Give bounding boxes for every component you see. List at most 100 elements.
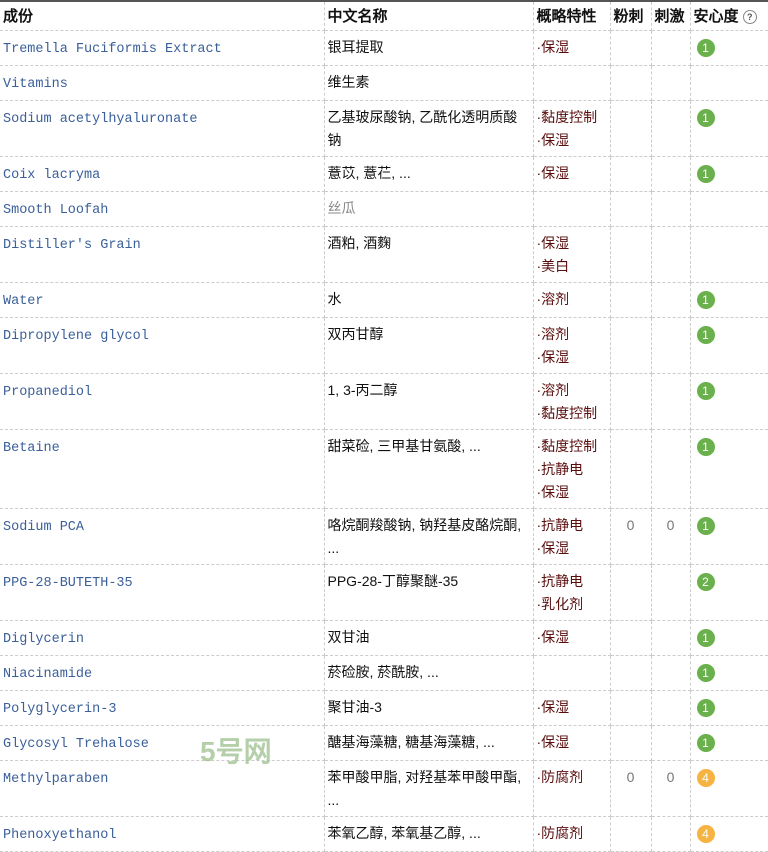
ingredient-link[interactable]: Tremella Fuciformis Extract [3,42,222,57]
acne-value [610,226,652,283]
ingredient-link[interactable]: Sodium acetylhyaluronate [3,112,198,127]
table-row: Niacinamide 菸硷胺, 菸酰胺, ... 1 [0,655,768,691]
table-row: Distiller's Grain 酒粕, 酒麴 ·保湿 ·美白 [0,226,768,283]
property-tag-label: 保湿 [541,629,570,645]
table-row: Water 水 ·溶剂 1 [0,282,768,318]
property-tag: ·保湿 [536,540,570,556]
ingredient-link[interactable]: Niacinamide [3,667,93,682]
ingredient-link[interactable]: Polyglycerin-3 [3,702,117,717]
ingredient-link[interactable]: Betaine [3,441,60,456]
safety-badge: 1 [696,664,715,682]
property-tag: ·保湿 [536,734,570,750]
properties-cell: ·保湿 [533,620,611,656]
property-tag: ·保湿 [536,629,570,645]
help-icon[interactable]: ? [742,10,757,25]
header-safety: 安心度 ? [690,1,768,31]
property-tag-label: 防腐剂 [541,825,584,841]
properties-cell: ·保湿 [533,30,611,66]
safety-cell: 1 [690,620,768,656]
safety-cell: 1 [690,30,768,66]
property-tag: ·保湿 [536,165,570,181]
chinese-name: 甜菜硷, 三甲基甘氨酸, ... [324,429,534,509]
chinese-name: 乙基玻尿酸钠, 乙酰化透明质酸钠 [324,100,534,157]
table-row: Vitamins 维生素 [0,65,768,101]
property-tag-label: 保湿 [541,699,570,715]
property-tag-label: 溶剂 [541,382,570,398]
safety-badge: 1 [696,382,715,400]
property-tag-label: 黏度控制 [541,109,598,125]
irritation-value [651,226,691,283]
acne-value [610,690,652,726]
ingredient-link[interactable]: Diglycerin [3,632,85,647]
properties-cell: ·溶剂 ·黏度控制 [533,373,611,430]
ingredient-cell: Smooth Loofah [0,191,325,227]
property-tag-label: 保湿 [541,349,570,365]
properties-cell: ·溶剂 ·保湿 [533,317,611,374]
ingredient-link[interactable]: Glycosyl Trehalose [3,737,149,752]
header-properties: 概略特性 [533,1,611,31]
table-row: PPG-28-BUTETH-35 PPG-28-丁醇聚醚-35 ·抗静电 ·乳化剂… [0,564,768,621]
table-row: Smooth Loofah 丝瓜 [0,191,768,227]
ingredient-link[interactable]: Distiller's Grain [3,238,141,253]
properties-cell: ·黏度控制 ·保湿 [533,100,611,157]
chinese-name: 维生素 [324,65,534,101]
irritation-value: 0 [651,760,691,817]
chinese-name: 薏苡, 薏芢, ... [324,156,534,192]
ingredient-cell: Sodium PCA [0,508,325,565]
chinese-name: 银耳提取 [324,30,534,66]
ingredient-cell: Vitamins [0,65,325,101]
header-irritation: 刺激 [651,1,691,31]
property-tag-label: 保湿 [541,235,570,251]
property-tag-label: 乳化剂 [541,596,584,612]
irritation-value [651,100,691,157]
property-tag-label: 保湿 [541,484,570,500]
ingredient-link[interactable]: Coix lacryma [3,168,101,183]
ingredient-cell: Polyglycerin-3 [0,690,325,726]
acne-value [610,317,652,374]
irritation-value [651,282,691,318]
safety-badge: 4 [696,825,715,843]
property-tag-label: 抗静电 [541,461,584,477]
ingredient-cell: Sodium acetylhyaluronate [0,100,325,157]
safety-cell [690,191,768,227]
ingredient-link[interactable]: Smooth Loofah [3,203,109,218]
safety-badge: 2 [696,573,715,591]
safety-badge: 1 [696,734,715,752]
ingredient-link[interactable]: Sodium PCA [3,520,85,535]
property-tag: ·防腐剂 [536,825,584,841]
ingredient-link[interactable]: Water [3,294,44,309]
ingredient-link[interactable]: Propanediol [3,385,93,400]
acne-value: 0 [610,760,652,817]
chinese-name: 丝瓜 [324,191,534,227]
safety-badge: 1 [696,629,715,647]
property-tag: ·溶剂 [536,291,570,307]
acne-value [610,620,652,656]
ingredient-link[interactable]: PPG-28-BUTETH-35 [3,576,133,591]
ingredient-link[interactable]: Dipropylene glycol [3,329,149,344]
ingredient-link[interactable]: Phenoxyethanol [3,828,117,843]
ingredient-link[interactable]: Methylparaben [3,772,109,787]
table-row: Phenoxyethanol 苯氧乙醇, 苯氧基乙醇, ... ·防腐剂 4 [0,816,768,852]
safety-badge: 1 [696,699,715,717]
properties-cell: ·保湿 [533,690,611,726]
acne-value [610,816,652,852]
irritation-value [651,690,691,726]
chinese-name: 苯氧乙醇, 苯氧基乙醇, ... [324,816,534,852]
property-tag: ·保湿 [536,235,570,251]
property-tag: ·乳化剂 [536,596,584,612]
safety-cell: 2 [690,564,768,621]
properties-cell: ·防腐剂 [533,760,611,817]
ingredient-cell: Glycosyl Trehalose [0,725,325,761]
safety-cell: 1 [690,429,768,509]
acne-value [610,65,652,101]
ingredient-link[interactable]: Vitamins [3,77,68,92]
chinese-name: 水 [324,282,534,318]
ingredient-cell: Distiller's Grain [0,226,325,283]
irritation-value [651,816,691,852]
header-acne: 粉刺 [610,1,652,31]
table-header: 成份 中文名称 概略特性 粉刺 刺激 安心度 ? [0,1,768,31]
property-tag-label: 黏度控制 [541,438,598,454]
ingredient-cell: Phenoxyethanol [0,816,325,852]
properties-cell: ·保湿 [533,725,611,761]
